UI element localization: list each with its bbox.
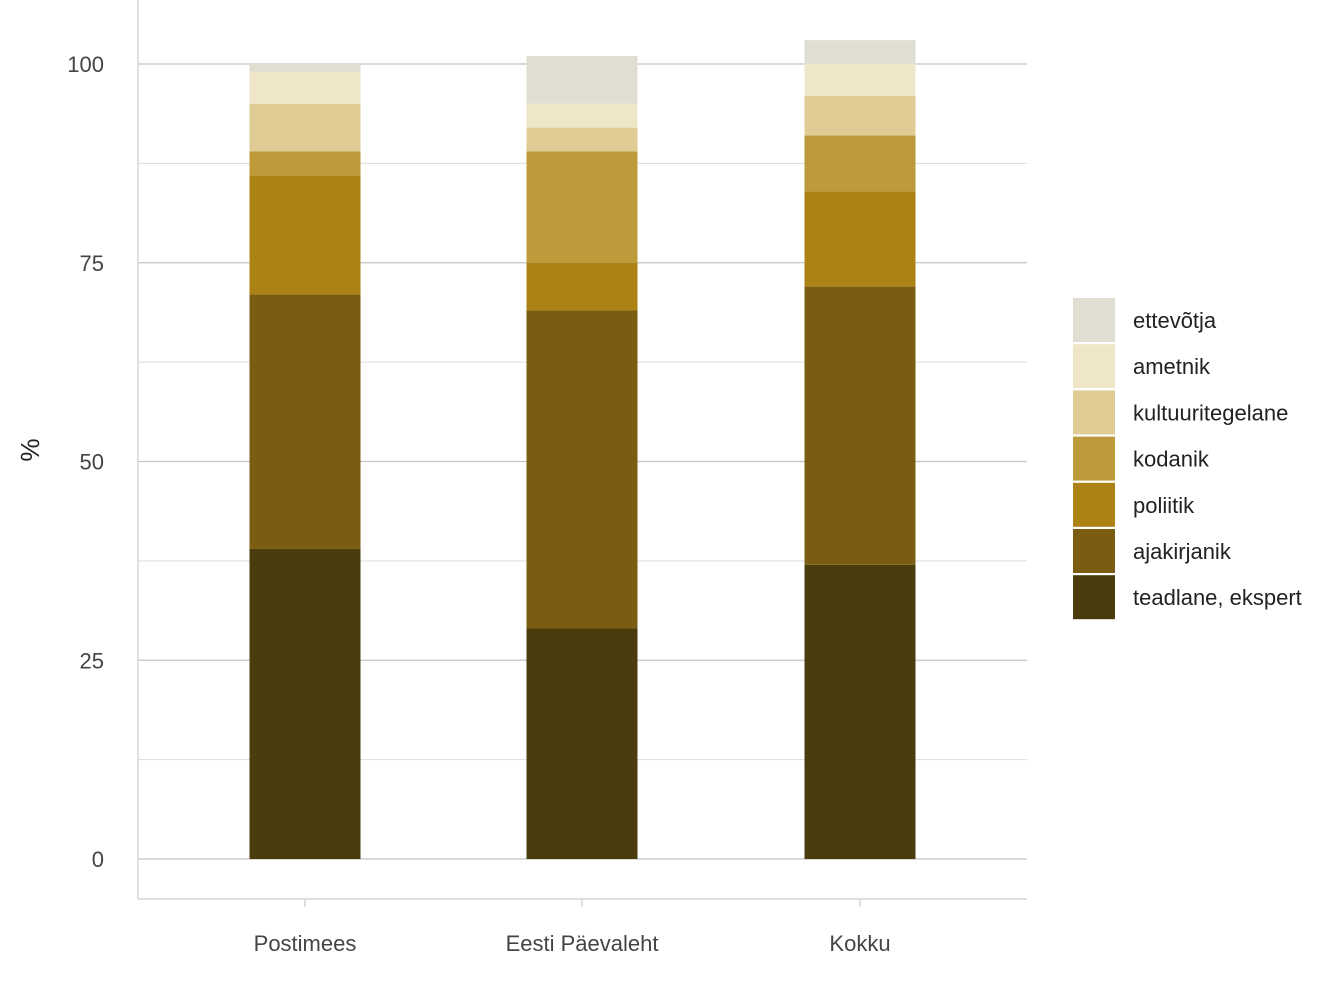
legend-key — [1073, 298, 1115, 342]
bar-segment — [526, 310, 638, 629]
legend-key — [1073, 344, 1115, 389]
y-tick-label: 75 — [80, 251, 104, 276]
bar-segment — [526, 262, 638, 311]
bar-segment — [526, 56, 638, 104]
y-axis-title: % — [15, 438, 45, 461]
bar-segment — [804, 135, 916, 192]
legend-label: ametnik — [1133, 354, 1211, 379]
y-tick-labels: 0 25 50 75 100 — [67, 52, 104, 872]
bar-segment — [526, 127, 638, 152]
x-tick-labels: Postimees Eesti Päevaleht Kokku — [254, 899, 891, 956]
legend-key — [1073, 575, 1115, 620]
y-tick-label: 100 — [67, 52, 104, 77]
y-tick-label: 0 — [92, 847, 104, 872]
y-tick-label: 25 — [80, 648, 104, 673]
bar-segment — [249, 71, 361, 104]
bar-segment — [249, 151, 361, 176]
bar-segment — [249, 548, 361, 859]
bar-segment — [804, 95, 916, 136]
legend-label: kultuuritegelane — [1133, 400, 1288, 425]
bar-segment — [249, 103, 361, 152]
bar-segment — [804, 564, 916, 859]
bar-segment — [526, 628, 638, 859]
legend-key — [1073, 529, 1115, 573]
legend-key — [1073, 436, 1115, 481]
x-tick-label: Postimees — [254, 931, 357, 956]
x-tick-label: Eesti Päevaleht — [506, 931, 659, 956]
bar-segment — [804, 286, 916, 565]
bar-segment — [249, 64, 361, 72]
bar-segment — [804, 64, 916, 96]
legend-label: ajakirjanik — [1133, 539, 1232, 564]
bars — [249, 40, 916, 859]
bar-segment — [804, 40, 916, 64]
legend-key — [1073, 482, 1115, 527]
bar-segment — [249, 294, 361, 549]
bar-segment — [526, 103, 638, 128]
legend-label: kodanik — [1133, 447, 1210, 472]
legend-label: ettevõtja — [1133, 308, 1217, 333]
x-tick-label: Kokku — [829, 931, 890, 956]
legend-label: poliitik — [1133, 493, 1195, 518]
legend-key — [1073, 390, 1115, 435]
bar-segment — [249, 175, 361, 295]
legend: ettevõtja ametnik kultuuritegelane kodanik p… — [1073, 298, 1302, 620]
y-tick-label: 50 — [80, 450, 104, 475]
bar-segment — [804, 191, 916, 287]
bar-segment — [526, 151, 638, 263]
legend-label: teadlane, ekspert — [1133, 585, 1302, 610]
